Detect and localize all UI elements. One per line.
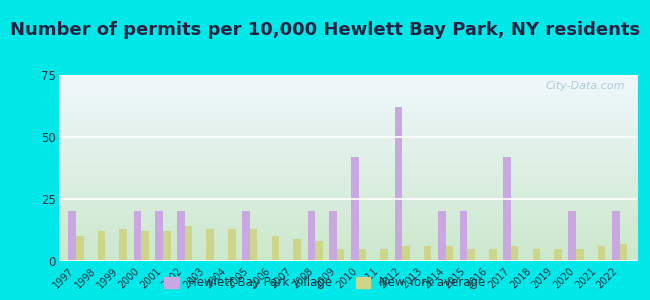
Text: City-Data.com: City-Data.com <box>546 81 625 91</box>
Bar <box>532 249 540 261</box>
Bar <box>120 229 127 261</box>
Legend: Hewlett Bay Park village, New York average: Hewlett Bay Park village, New York avera… <box>160 272 490 294</box>
Bar <box>612 212 619 261</box>
Bar <box>207 229 214 261</box>
Bar <box>619 244 627 261</box>
Bar <box>380 249 388 261</box>
Bar <box>163 231 170 261</box>
Bar <box>242 212 250 261</box>
Bar <box>98 231 105 261</box>
Bar <box>330 212 337 261</box>
Bar <box>554 249 562 261</box>
Bar <box>489 249 497 261</box>
Bar <box>446 246 453 261</box>
Bar <box>293 239 301 261</box>
Bar <box>569 212 576 261</box>
Bar <box>141 231 149 261</box>
Bar <box>511 246 519 261</box>
Bar <box>576 249 584 261</box>
Text: Number of permits per 10,000 Hewlett Bay Park, NY residents: Number of permits per 10,000 Hewlett Bay… <box>10 21 640 39</box>
Bar <box>185 226 192 261</box>
Bar <box>155 212 163 261</box>
Bar <box>250 229 257 261</box>
Bar <box>460 212 467 261</box>
Bar <box>76 236 83 261</box>
Bar <box>351 157 359 261</box>
Bar <box>467 249 475 261</box>
Bar <box>228 229 236 261</box>
Bar <box>272 236 280 261</box>
Bar <box>424 246 432 261</box>
Bar <box>359 249 366 261</box>
Bar <box>177 212 185 261</box>
Bar <box>337 249 344 261</box>
Bar <box>68 212 76 261</box>
Bar <box>503 157 511 261</box>
Bar <box>307 212 315 261</box>
Bar <box>438 212 446 261</box>
Bar <box>133 212 141 261</box>
Bar <box>598 246 605 261</box>
Bar <box>315 241 323 261</box>
Bar <box>402 246 410 261</box>
Bar <box>395 107 402 261</box>
